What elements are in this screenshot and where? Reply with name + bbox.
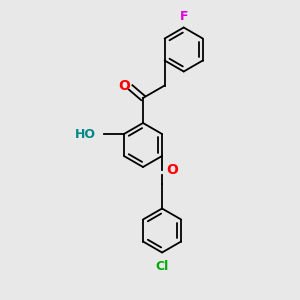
Text: Cl: Cl (155, 260, 169, 272)
Text: O: O (166, 163, 178, 177)
Text: HO: HO (75, 128, 96, 140)
Text: O: O (119, 80, 130, 93)
Text: F: F (179, 10, 188, 22)
